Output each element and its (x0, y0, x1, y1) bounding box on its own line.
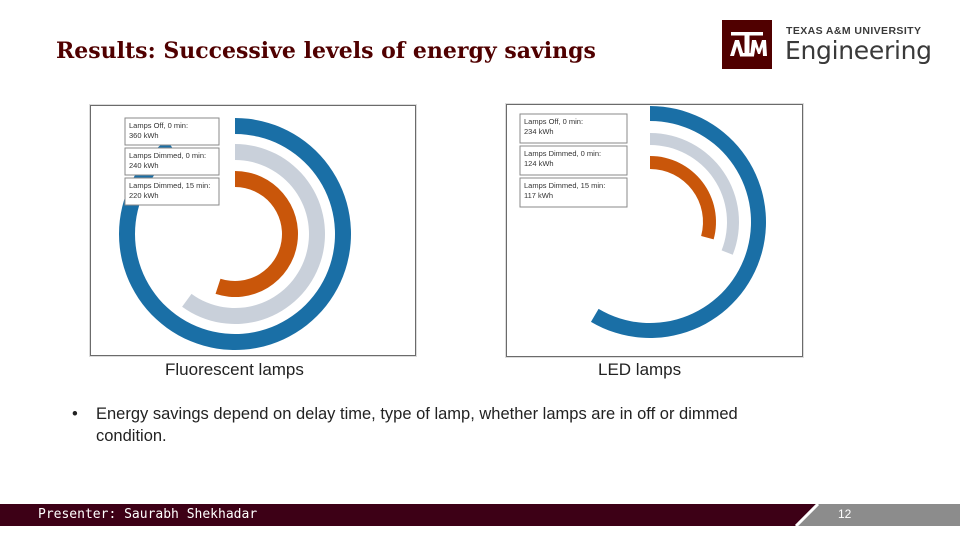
legend-box-frame (519, 145, 628, 176)
legend-label: Lamps Dimmed, 15 min: (129, 181, 210, 190)
legend-value-label: 124 kWh (524, 159, 554, 168)
bullet-text: Energy savings depend on delay time, typ… (96, 405, 738, 445)
legend-label: Lamps Dimmed, 0 min: (524, 149, 601, 158)
legend-label: Lamps Dimmed, 0 min: (129, 151, 206, 160)
slide-title: Results: Successive levels of energy sav… (56, 38, 596, 64)
legend-value-label: 360 kWh (129, 131, 159, 140)
radial-bar-lamps-dimmed-0-min (650, 133, 739, 255)
legend-box: Lamps Off, 0 min:234 kWh (519, 113, 628, 144)
radial-bar-lamps-dimmed-15-min (215, 171, 298, 297)
bullet-list: • Energy savings depend on delay time, t… (72, 403, 812, 447)
fluorescent-caption: Fluorescent lamps (165, 360, 304, 379)
legend-value-label: 240 kWh (129, 161, 159, 170)
legend-label: Lamps Off, 0 min: (524, 117, 583, 126)
footer-bar (0, 504, 960, 526)
legend-box: Lamps Off, 0 min:360 kWh (124, 117, 220, 146)
legend-box-frame (124, 177, 220, 206)
led-caption: LED lamps (598, 360, 682, 379)
bullet-dot: • (72, 405, 78, 423)
legend-label: Lamps Dimmed, 15 min: (524, 181, 605, 190)
radial-bar-lamps-dimmed-0-min (182, 144, 326, 324)
legend-box-frame (124, 147, 220, 176)
fluorescent-chart: Lamps Off, 0 min: 360 kWh Lamps Dimmed, 0 … (90, 105, 416, 356)
tamu-logo-icon (722, 20, 772, 69)
legend-value-label: 234 kWh (524, 127, 554, 136)
legend-box: Lamps Dimmed, 15 min:220 kWh (124, 177, 220, 206)
presenter-name: Presenter: Saurabh Shekhadar (38, 507, 258, 522)
legend-box: Lamps Dimmed, 0 min:124 kWh (519, 145, 628, 176)
legend-box-frame (519, 177, 628, 208)
university-name: TEXAS A&M UNIVERSITY (786, 25, 922, 37)
legend-value-label: 220 kWh (129, 191, 159, 200)
legend-label: Lamps Off, 0 min: (129, 121, 188, 130)
legend-box: Lamps Dimmed, 0 min:240 kWh (124, 147, 220, 176)
legend-box: Lamps Dimmed, 15 min:117 kWh (519, 177, 628, 208)
radial-bar-lamps-off-0-min (590, 106, 766, 338)
college-name: Engineering (785, 36, 932, 65)
legend-box-frame (124, 117, 220, 146)
legend-value-label: 117 kWh (524, 191, 553, 200)
page-number: 12 (838, 507, 852, 521)
led-chart: Lamps Off, 0 min: 234 kWh Lamps Dimmed, 0 … (506, 104, 803, 357)
radial-bar-lamps-dimmed-15-min (650, 156, 716, 240)
legend-box-frame (519, 113, 628, 144)
